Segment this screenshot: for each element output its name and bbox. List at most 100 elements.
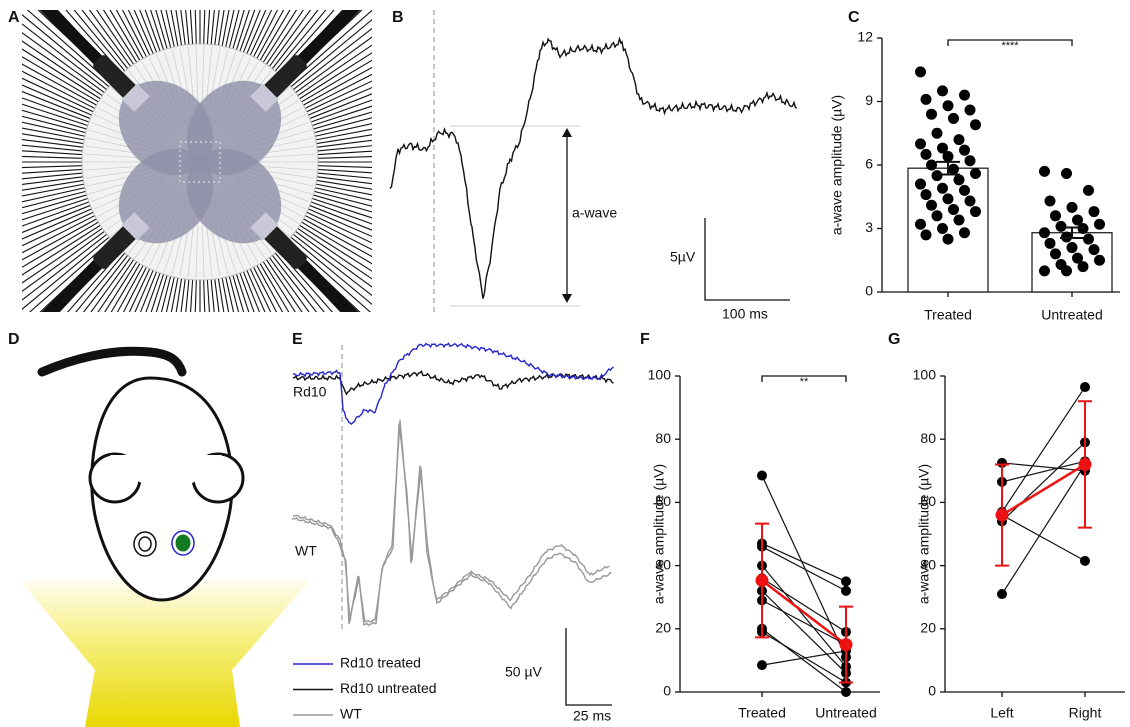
wire	[317, 176, 372, 185]
data-point	[953, 174, 965, 186]
pair-line	[761, 650, 847, 666]
wire	[22, 172, 83, 180]
wire	[249, 10, 273, 56]
y-tick-label: 6	[865, 156, 873, 172]
wire	[26, 10, 112, 85]
wire	[317, 168, 372, 174]
wire	[22, 56, 99, 103]
treated-eye	[175, 534, 191, 552]
wire	[253, 10, 279, 58]
wire	[317, 156, 372, 159]
x-tick-label: Right	[1069, 705, 1102, 721]
wire	[299, 52, 372, 100]
wire	[22, 204, 91, 234]
legend-label: Rd10 treated	[340, 655, 421, 671]
wire	[317, 150, 372, 156]
wire	[88, 10, 132, 67]
wire	[22, 109, 87, 130]
data-point	[1061, 167, 1072, 179]
wire	[116, 265, 144, 312]
wire	[277, 250, 333, 312]
wire	[115, 10, 144, 59]
pair-line	[1001, 464, 1086, 595]
y-tick-label: 100	[913, 367, 937, 383]
wire	[315, 128, 372, 141]
wire	[239, 272, 255, 312]
wire	[315, 122, 372, 137]
data-point	[757, 660, 767, 671]
wire	[288, 239, 371, 312]
panel-e: Rd10 WT 50 µV 25 ms	[293, 345, 612, 724]
wire	[22, 215, 96, 254]
wire	[109, 10, 141, 61]
wire	[22, 179, 84, 191]
wire	[22, 187, 85, 203]
pair-line	[761, 599, 847, 646]
wire	[253, 266, 278, 312]
data-point	[1050, 248, 1061, 260]
wire	[225, 277, 235, 312]
data-point	[948, 203, 959, 215]
wire	[22, 127, 85, 141]
pair-line	[1001, 514, 1086, 562]
scale-label: 25 ms	[573, 708, 611, 724]
data-point	[959, 144, 970, 156]
data-point	[1039, 165, 1050, 177]
x-tick-label: Treated	[924, 307, 972, 323]
wire	[303, 66, 372, 106]
wire	[256, 265, 284, 312]
data-point	[953, 134, 965, 146]
electrode-pad	[121, 83, 150, 112]
electrode	[93, 224, 138, 269]
wire	[274, 252, 325, 312]
wire	[22, 155, 83, 159]
wire	[22, 103, 88, 127]
wire	[235, 274, 250, 312]
wire	[22, 230, 105, 293]
pair-line	[761, 565, 847, 668]
data-point	[920, 148, 932, 160]
wire	[312, 105, 372, 127]
wire	[22, 236, 110, 310]
mean-line	[761, 579, 847, 646]
wire	[22, 227, 103, 284]
wire	[22, 218, 97, 261]
wire	[22, 197, 88, 221]
pair-line	[1001, 386, 1086, 513]
pair-line	[761, 577, 847, 633]
wire	[22, 183, 85, 197]
data-point	[970, 206, 981, 218]
wire	[314, 117, 372, 134]
wire	[292, 27, 372, 91]
wire	[22, 190, 86, 209]
wire	[102, 10, 138, 63]
data-point	[926, 108, 937, 120]
data-point	[953, 214, 965, 226]
y-tick-label: 100	[648, 367, 672, 383]
pair-line	[1001, 460, 1086, 483]
wire	[262, 10, 298, 63]
wire	[22, 194, 87, 215]
data-point	[959, 227, 970, 239]
x-tick-label: Treated	[738, 705, 786, 721]
wire	[22, 115, 86, 134]
data-point	[959, 184, 970, 196]
data-point	[1039, 227, 1050, 239]
pair-line	[761, 590, 847, 674]
wire	[22, 70, 96, 109]
data-point	[970, 167, 981, 179]
panel-label: C	[848, 9, 860, 26]
error-bar	[1060, 226, 1084, 240]
wire	[316, 134, 372, 145]
data-point	[1094, 254, 1105, 266]
wire	[295, 230, 372, 288]
scale-label: 50 µV	[505, 664, 543, 680]
wire	[75, 252, 126, 312]
petal	[118, 80, 214, 176]
data-point	[915, 178, 926, 190]
significance-label: **	[800, 376, 809, 388]
wire	[232, 275, 245, 312]
pair-line	[1001, 441, 1086, 522]
wire	[22, 121, 85, 137]
data-point	[1083, 184, 1094, 196]
